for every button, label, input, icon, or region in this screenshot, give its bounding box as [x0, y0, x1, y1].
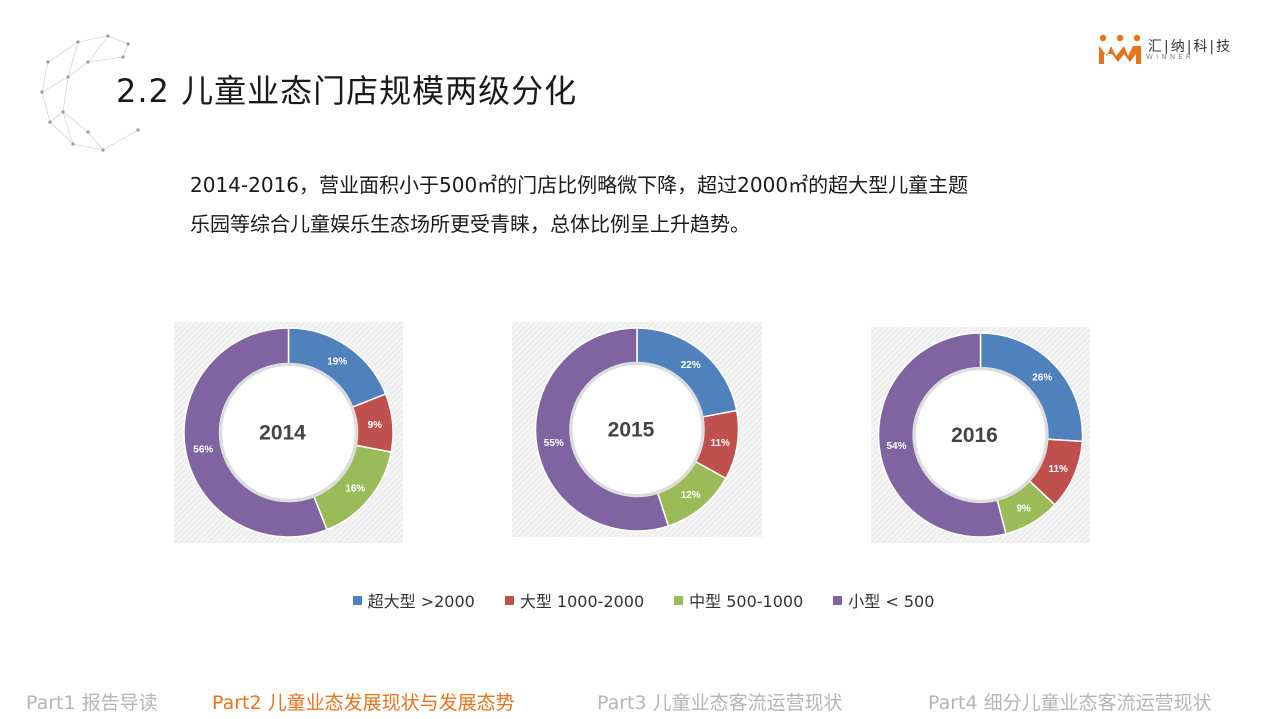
data-label: 26% — [1032, 373, 1052, 384]
chart-legend: 超大型 >2000 大型 1000-2000 中型 500-1000 小型 < … — [0, 588, 1279, 612]
donut-svg: 19% 9% 16% 56% 2014 — [174, 322, 403, 543]
data-label: 19% — [327, 356, 347, 367]
data-label: 9% — [1016, 503, 1031, 514]
footer-nav-part2[interactable]: Part2 儿童业态发展现状与发展态势 — [212, 692, 515, 714]
body-line: 乐园等综合儿童娱乐生态场所更受青睐，总体比例呈上升趋势。 — [190, 212, 750, 236]
legend-label: 超大型 >2000 — [367, 592, 475, 611]
legend-label: 中型 500-1000 — [689, 592, 804, 611]
legend-item: 小型 < 500 — [833, 588, 934, 612]
donut-svg: 26% 11% 9% 54% 2016 — [871, 327, 1090, 543]
footer-nav: Part1 报告导读 Part2 儿童业态发展现状与发展态势 Part3 儿童业… — [0, 688, 1279, 718]
data-label: 16% — [345, 483, 365, 494]
legend-item: 中型 500-1000 — [674, 588, 803, 612]
chart-title: 2015 — [608, 419, 655, 442]
donut-chart-2016: 26% 11% 9% 54% 2016 — [871, 327, 1090, 543]
legend-swatch — [833, 595, 843, 605]
donut-svg: 22% 11% 12% 55% 2015 — [512, 322, 762, 537]
body-line: 2014-2016，营业面积小于500㎡的门店比例略微下降，超过2000㎡的超大… — [190, 173, 969, 197]
data-label: 11% — [710, 438, 730, 449]
legend-label: 大型 1000-2000 — [519, 592, 645, 611]
legend-item: 超大型 >2000 — [352, 588, 475, 612]
data-label: 54% — [886, 441, 906, 452]
legend-item: 大型 1000-2000 — [504, 588, 645, 612]
network-decoration-icon — [40, 34, 140, 152]
donut-chart-2014: 19% 9% 16% 56% 2014 — [174, 322, 403, 543]
footer-nav-part4[interactable]: Part4 细分儿童业态客流运营现状 — [928, 692, 1212, 714]
legend-swatch — [504, 595, 514, 605]
slide-title: 2.2 儿童业态门店规模两级分化 — [116, 72, 578, 110]
data-label: 55% — [544, 438, 564, 449]
data-label: 22% — [681, 360, 701, 371]
data-label: 11% — [1048, 464, 1068, 475]
donut-chart-2015: 22% 11% 12% 55% 2015 — [512, 322, 762, 537]
chart-title: 2014 — [259, 422, 306, 445]
logo-name: 汇|纳|科|技 — [1148, 39, 1233, 55]
company-logo-icon — [1099, 34, 1141, 64]
footer-nav-part3[interactable]: Part3 儿童业态客流运营现状 — [597, 692, 843, 714]
footer-nav-part1[interactable]: Part1 报告导读 — [26, 692, 158, 714]
data-label: 56% — [193, 444, 213, 455]
legend-label: 小型 < 500 — [848, 592, 935, 611]
legend-swatch — [352, 595, 362, 605]
data-label: 9% — [368, 420, 383, 431]
legend-swatch — [674, 595, 684, 605]
logo-subtitle: WINNER — [1146, 53, 1194, 61]
body-paragraph: 2014-2016，营业面积小于500㎡的门店比例略微下降，超过2000㎡的超大… — [190, 166, 1090, 244]
chart-title: 2016 — [951, 424, 998, 447]
data-label: 12% — [681, 490, 701, 501]
